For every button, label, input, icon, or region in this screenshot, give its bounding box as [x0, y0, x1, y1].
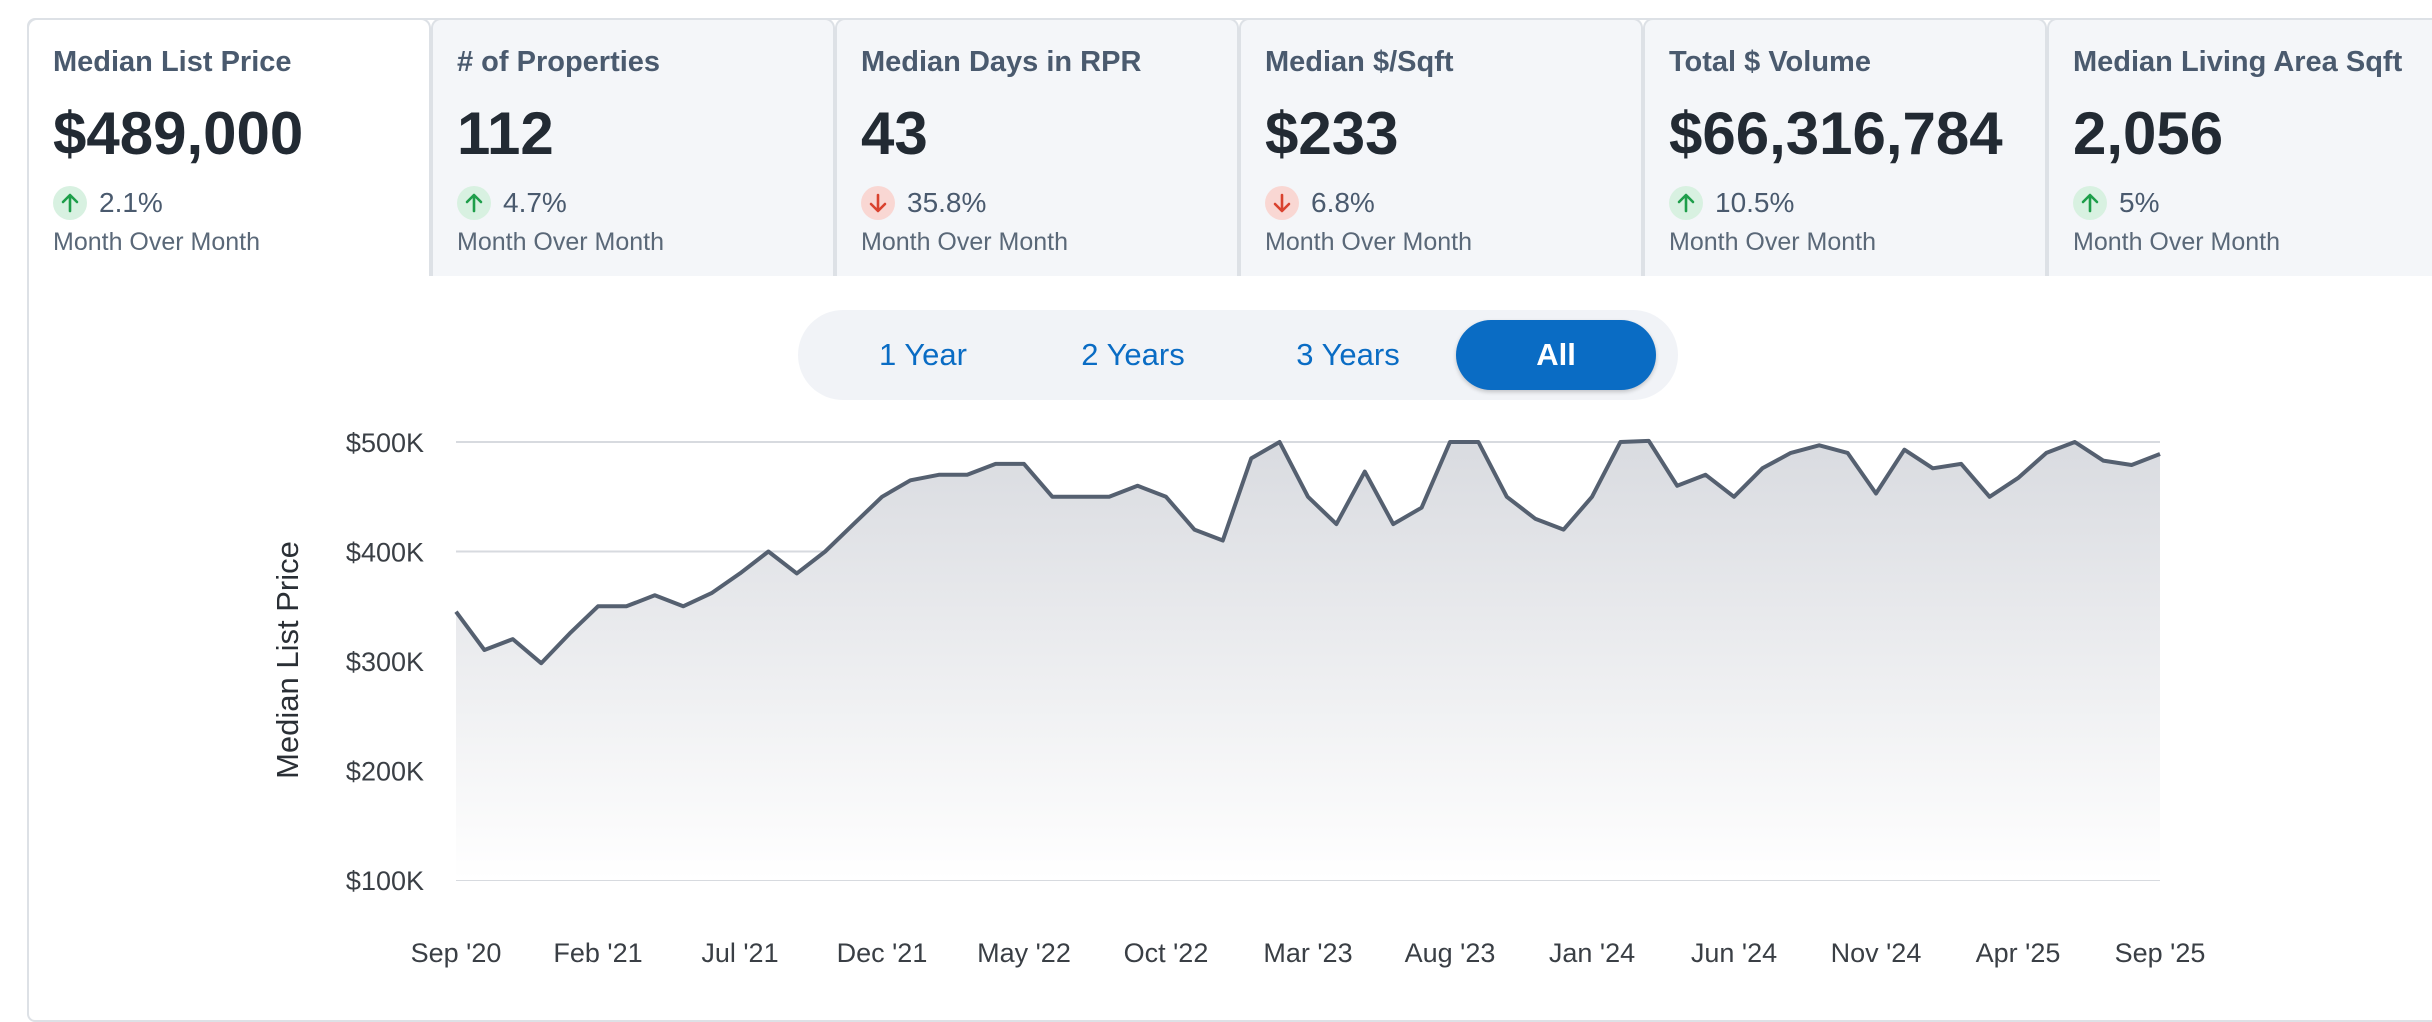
x-tick-label: Jan '24: [1549, 938, 1635, 968]
metric-cards: Median List Price $489,000 2.1% Month Over …: [27, 18, 2432, 278]
y-tick-label: $200K: [346, 757, 424, 787]
range-2-years-button[interactable]: 2 Years: [1081, 337, 1185, 372]
card-period: Month Over Month: [1669, 228, 1877, 256]
x-tick-label: Nov '24: [1831, 938, 1922, 968]
price-line: [454, 438, 2161, 666]
x-tick-label: May '22: [977, 938, 1071, 968]
change-percent: 35.8%: [907, 187, 987, 218]
card-title: Total $ Volume: [1669, 46, 1871, 78]
x-tick-label: Sep '20: [411, 938, 502, 968]
card-value: 2,056: [2073, 100, 2224, 167]
arrow-down-icon: [1265, 186, 1299, 220]
change-percent: 5%: [2119, 187, 2160, 218]
card-period: Month Over Month: [457, 228, 665, 256]
card-title: Median $/Sqft: [1265, 46, 1454, 78]
arrow-up-icon: [1669, 186, 1703, 220]
card-change: 4.7%: [457, 184, 809, 222]
y-tick-label: $500K: [346, 428, 424, 458]
card-value: $233: [1265, 100, 1399, 167]
x-tick-label: Jun '24: [1691, 938, 1777, 968]
y-axis-label: Median List Price: [270, 541, 305, 779]
change-percent: 6.8%: [1311, 187, 1375, 218]
card-period: Month Over Month: [861, 228, 1069, 256]
card-change: 35.8%: [861, 184, 1213, 222]
card-title: Median List Price: [53, 46, 292, 78]
metric-card[interactable]: Median Days in RPR 43 35.8% Month Over Mont…: [835, 18, 1239, 276]
metric-card[interactable]: Total $ Volume $66,316,784 10.5% Month Over…: [1643, 18, 2047, 276]
time-range-toggle: 1 Year 2 Years 3 Years All: [798, 310, 1678, 400]
change-percent: 4.7%: [503, 187, 567, 218]
y-tick-label: $100K: [346, 866, 424, 896]
arrow-up-icon: [457, 186, 491, 220]
card-value: $489,000: [53, 100, 304, 167]
card-period: Month Over Month: [2073, 228, 2281, 256]
arrow-down-icon: [861, 186, 895, 220]
x-tick-label: Dec '21: [837, 938, 928, 968]
card-change: 10.5%: [1669, 184, 2021, 222]
card-title: Median Days in RPR: [861, 46, 1142, 78]
x-tick-label: Jul '21: [701, 938, 778, 968]
x-tick-label: Feb '21: [553, 938, 642, 968]
price-area: [456, 440, 2160, 880]
range-3-years-button[interactable]: 3 Years: [1296, 337, 1400, 372]
metric-card[interactable]: Median List Price $489,000 2.1% Month Over …: [27, 18, 431, 276]
arrow-up-icon: [53, 186, 87, 220]
card-change: 2.1%: [53, 184, 405, 222]
change-percent: 10.5%: [1715, 187, 1795, 218]
metric-card[interactable]: Median Living Area Sqft 2,056 5% Month Over…: [2047, 18, 2432, 276]
range-1-year-button[interactable]: 1 Year: [879, 337, 967, 372]
x-tick-label: Aug '23: [1405, 938, 1496, 968]
card-title: Median Living Area Sqft: [2073, 46, 2403, 78]
card-period: Month Over Month: [1265, 228, 1473, 256]
card-period: Month Over Month: [53, 228, 261, 256]
card-change: 6.8%: [1265, 184, 1617, 222]
card-value: 112: [457, 100, 554, 167]
metric-card[interactable]: # of Properties 112 4.7% Month Over Month: [431, 18, 835, 276]
x-tick-label: Mar '23: [1263, 938, 1352, 968]
card-title: # of Properties: [457, 46, 661, 78]
card-change: 5%: [2073, 184, 2425, 222]
y-tick-label: $300K: [346, 647, 424, 677]
change-percent: 2.1%: [99, 187, 163, 218]
metric-card[interactable]: Median $/Sqft $233 6.8% Month Over Month: [1239, 18, 1643, 276]
x-tick-label: Oct '22: [1124, 938, 1209, 968]
range-all-button[interactable]: All: [1456, 320, 1656, 390]
y-tick-label: $400K: [346, 538, 424, 568]
card-value: $66,316,784: [1669, 100, 2003, 167]
x-tick-label: Sep '25: [2115, 938, 2206, 968]
arrow-up-icon: [2073, 186, 2107, 220]
x-tick-label: Apr '25: [1976, 938, 2061, 968]
card-value: 43: [861, 100, 928, 167]
